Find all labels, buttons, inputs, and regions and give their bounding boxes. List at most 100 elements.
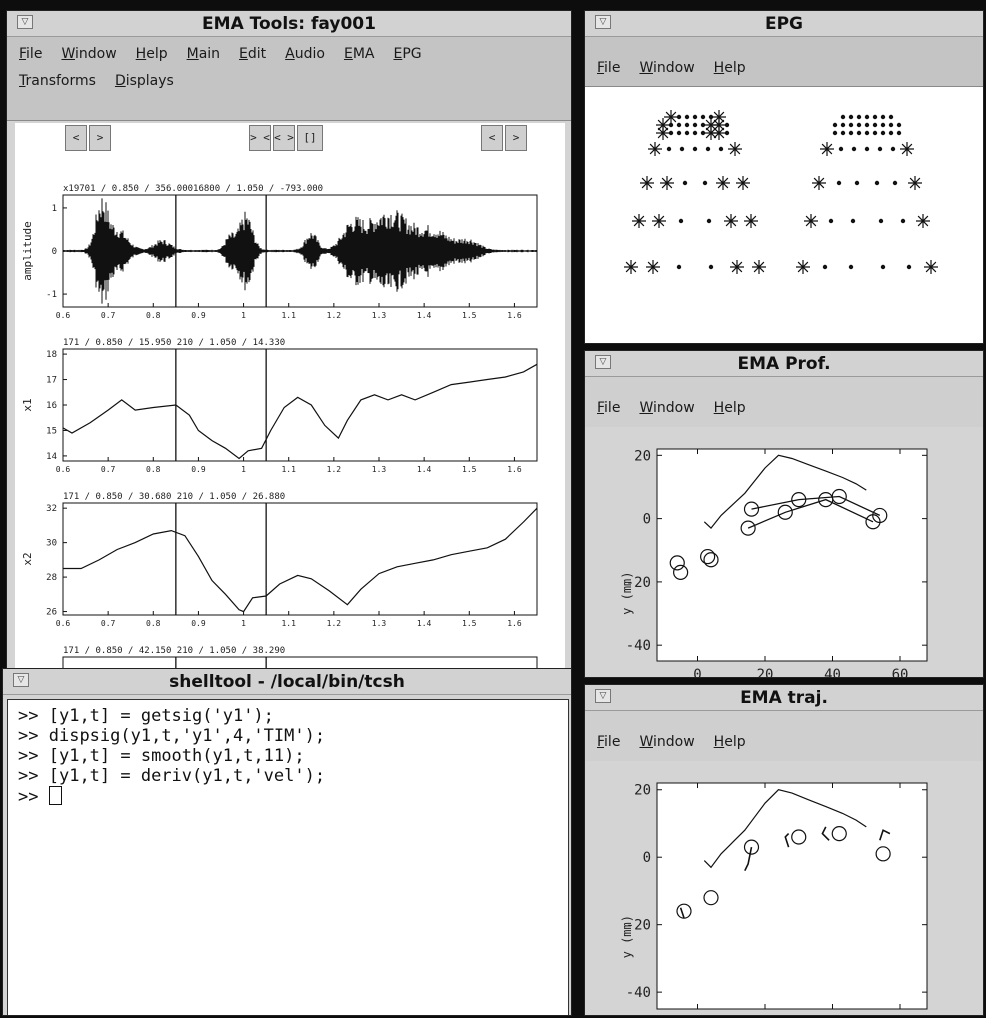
epg-electrode-dot [874, 180, 880, 186]
epg-electrode-dot [666, 146, 672, 152]
sensor-marker [777, 504, 793, 520]
y-tick-label: 16 [46, 401, 57, 411]
scroll-left-button[interactable]: < [65, 125, 87, 151]
y-tick-label: -1 [46, 290, 57, 300]
menu-main[interactable]: Main [186, 46, 221, 62]
ema-profile-plot[interactable]: 20 0 -20 -40 0 20 40 60 y (mm) [585, 427, 983, 677]
epg-contact-star [704, 118, 718, 132]
epg-electrode-dot [668, 130, 674, 136]
menu-window[interactable]: Window [639, 400, 695, 416]
sensor-marker [673, 564, 689, 581]
zoom-full-button[interactable]: [] [297, 125, 323, 151]
text-cursor [48, 786, 62, 805]
ema-prof-titlebar[interactable]: ▽ EMA Prof. [585, 351, 983, 377]
menu-transforms[interactable]: Transforms [19, 73, 96, 89]
epg-titlebar[interactable]: ▽ EPG [585, 11, 983, 37]
y-tick-label: 0 [643, 512, 651, 528]
sensor-marker [875, 846, 891, 862]
menu-window[interactable]: Window [61, 46, 117, 62]
window-menu-icon[interactable]: ▽ [595, 689, 611, 703]
menu-file[interactable]: File [597, 400, 621, 416]
menu-epg[interactable]: EPG [393, 46, 422, 62]
ema-tools-title: EMA Tools: fay001 [202, 14, 376, 34]
window-menu-icon[interactable]: ▽ [17, 15, 33, 29]
scroll-right-end-button[interactable]: > [505, 125, 527, 151]
epg-electrode-dot [848, 264, 854, 270]
x-tick-label: 0.9 [191, 311, 206, 320]
epg-electrode-dot [906, 264, 912, 270]
zoom-in-button[interactable]: > < [249, 125, 271, 151]
x-tick-label: 0.6 [56, 619, 71, 628]
epg-menubar: File Window Help [585, 37, 983, 87]
epg-electrode-dot [684, 122, 690, 128]
epg-electrode-dot [864, 146, 870, 152]
shelltool-titlebar[interactable]: ▽ shelltool - /local/bin/tcsh [3, 669, 571, 695]
x-tick-label: 0.9 [191, 619, 206, 628]
x-tick-label: 1.2 [327, 619, 342, 628]
ema-traj-titlebar[interactable]: ▽ EMA traj. [585, 685, 983, 711]
epg-electrode-dot [724, 130, 730, 136]
menu-help[interactable]: Help [713, 734, 746, 750]
menu-window[interactable]: Window [639, 734, 695, 750]
sensor-marker [791, 492, 807, 508]
sensor-marker [865, 514, 881, 530]
signal-plots[interactable]: x19701 / 0.850 / 356.00016800 / 1.050 / … [15, 123, 565, 670]
menu-displays[interactable]: Displays [114, 73, 174, 89]
x-tick-label: 1.1 [281, 311, 296, 320]
epg-electrode-dot [836, 180, 842, 186]
menu-help[interactable]: Help [713, 400, 746, 416]
menu-window[interactable]: Window [639, 60, 695, 76]
epg-contact-star [712, 110, 726, 124]
epg-contact-star [712, 126, 726, 140]
window-menu-icon[interactable]: ▽ [13, 673, 29, 687]
x-tick-label: 0.6 [56, 465, 71, 474]
epg-contact-star [820, 142, 834, 156]
epg-contact-star [728, 142, 742, 156]
epg-electrode-dot [856, 122, 862, 128]
epg-electrode-dot [679, 146, 685, 152]
epg-electrode-dot [888, 130, 894, 136]
menu-audio[interactable]: Audio [285, 46, 325, 62]
menu-file[interactable]: File [597, 734, 621, 750]
epg-window: ▽ EPG File Window Help [584, 10, 984, 344]
window-menu-icon[interactable]: ▽ [595, 355, 611, 369]
epg-electrode-dot [896, 130, 902, 136]
terminal-area[interactable]: >> [y1,t] = getsig('y1'); >> dispsig(y1,… [7, 699, 569, 1015]
epg-contact-star [656, 118, 670, 132]
ema-tools-titlebar[interactable]: ▽ EMA Tools: fay001 [7, 11, 571, 37]
ema-prof-title: EMA Prof. [737, 354, 831, 374]
palate-trace [703, 789, 867, 869]
menu-file[interactable]: File [19, 46, 43, 62]
signal-panel-frame [62, 656, 538, 669]
y-axis-label: x2 [21, 552, 34, 565]
sensor-marker [669, 555, 685, 571]
x-tick-label: 0.7 [101, 311, 116, 320]
epg-electrode-dot [880, 130, 886, 136]
zoom-out-button[interactable]: < > [273, 125, 295, 151]
x-tick-label: 1.2 [327, 465, 342, 474]
epg-palatograms [624, 110, 938, 274]
epg-display [585, 87, 983, 343]
y-tick-label: -20 [626, 918, 651, 934]
menu-file[interactable]: File [597, 60, 621, 76]
menu-help[interactable]: Help [135, 46, 168, 62]
epg-electrode-dot [888, 122, 894, 128]
epg-electrode-dot [890, 146, 896, 152]
x-tick-label: 1.5 [462, 311, 477, 320]
menu-ema[interactable]: EMA [343, 46, 375, 62]
menu-edit[interactable]: Edit [239, 46, 267, 62]
menu-help[interactable]: Help [713, 60, 746, 76]
window-menu-icon[interactable]: ▽ [595, 15, 611, 29]
y-axis-label: y (mm) [620, 915, 634, 958]
epg-electrode-dot [850, 218, 856, 224]
epg-electrode-dot [708, 264, 714, 270]
x-tick-label: 1 [241, 619, 246, 628]
epg-electrode-dot [864, 122, 870, 128]
epg-contact-star [652, 214, 666, 228]
epg-electrode-dot [888, 114, 894, 120]
epg-electrode-dot [854, 180, 860, 186]
scroll-right-button[interactable]: > [89, 125, 111, 151]
scroll-left-end-button[interactable]: < [481, 125, 503, 151]
y-tick-label: -20 [626, 575, 651, 591]
